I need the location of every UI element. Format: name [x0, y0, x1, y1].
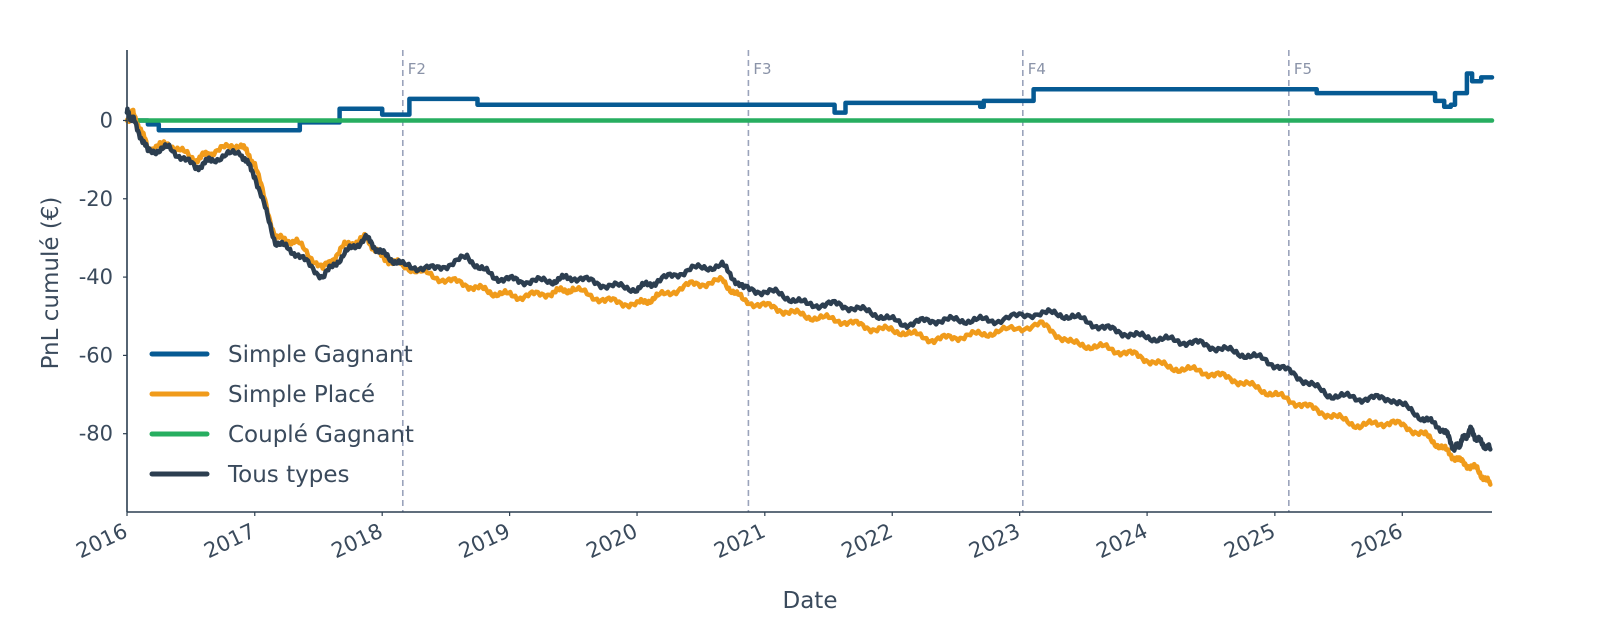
y-tick-label--60: -60: [79, 343, 113, 367]
legend-label-coupl-gagnant: Couplé Gagnant: [228, 422, 414, 448]
series-line-simple-plac-: [124, 107, 1493, 487]
y-tick-label--80: -80: [79, 422, 113, 446]
legend-label-simple-gagnant: Simple Gagnant: [228, 342, 413, 368]
x-tick-label-2019: 2019: [455, 519, 514, 563]
series-lines: [124, 71, 1495, 487]
fold-label-f2: F2: [408, 60, 426, 78]
x-tick-label-2022: 2022: [838, 519, 897, 563]
x-tick-label-2020: 2020: [583, 519, 642, 563]
x-tick-label-2025: 2025: [1220, 519, 1279, 563]
x-tick-label-2016: 2016: [73, 519, 132, 563]
fold-markers: F2 F3 F4 F5: [401, 50, 1312, 512]
axes: [126, 50, 1492, 513]
fold-label-f4: F4: [1028, 60, 1046, 78]
x-tick-label-2023: 2023: [965, 519, 1024, 563]
x-tick-label-2026: 2026: [1348, 519, 1407, 563]
y-tick-labels: 0 -20 -40 -60 -80: [79, 108, 127, 446]
x-tick-labels: 2016 2017 2018 2019 2020 2021 2022 2023 2024 2025…: [73, 512, 1407, 563]
y-tick-label--20: -20: [79, 187, 113, 211]
x-tick-label-2024: 2024: [1093, 519, 1152, 563]
series-line-tous-types: [124, 106, 1493, 453]
fold-label-f5: F5: [1294, 60, 1312, 78]
y-tick-label-0: 0: [100, 108, 113, 132]
x-axis-title: Date: [783, 588, 838, 614]
series-line-simple-gagnant: [124, 71, 1495, 133]
legend-label-tous-types: Tous types: [227, 462, 349, 488]
fold-label-f3: F3: [753, 60, 771, 78]
x-tick-label-2021: 2021: [710, 519, 769, 563]
legend-label-simple-plac-: Simple Placé: [228, 382, 375, 408]
x-tick-label-2018: 2018: [328, 519, 387, 563]
legend: Simple Gagnant Simple Placé Couplé Gagnant…: [149, 342, 414, 488]
y-axis-title: PnL cumulé (€): [38, 197, 64, 370]
y-tick-label--40: -40: [79, 265, 113, 289]
x-tick-label-2017: 2017: [200, 519, 259, 563]
